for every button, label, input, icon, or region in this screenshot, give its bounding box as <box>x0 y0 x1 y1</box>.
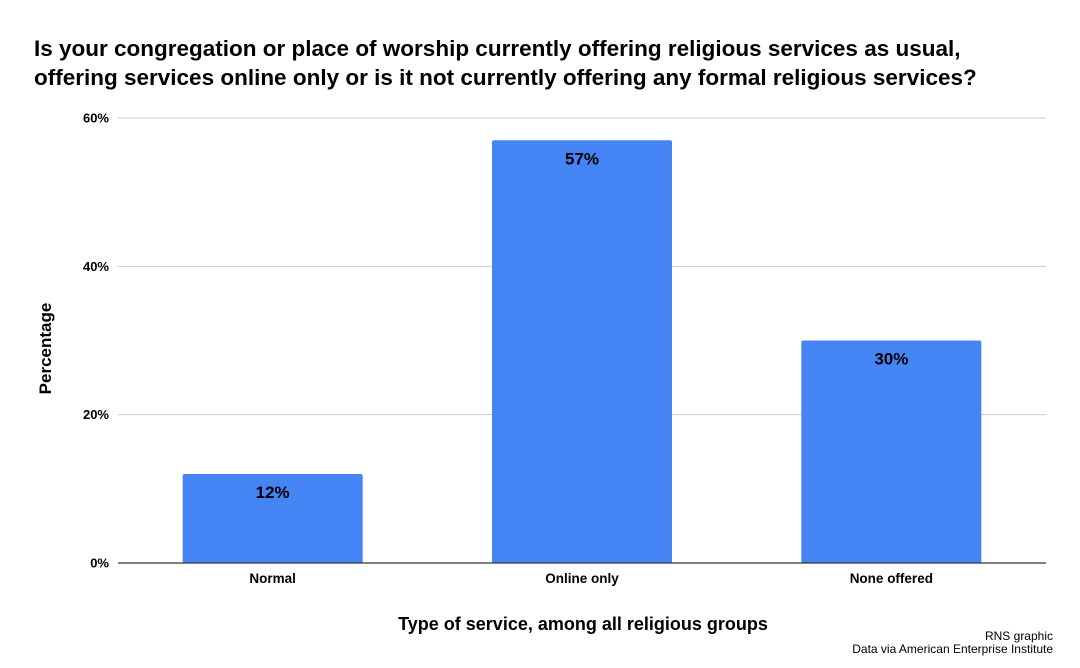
bar-value-label: 30% <box>874 350 908 369</box>
bar-value-label: 57% <box>565 149 599 168</box>
bar-value-label: 12% <box>256 483 290 502</box>
chart-title-line-2: offering services online only or is it n… <box>34 65 977 90</box>
x-tick-label: None offered <box>850 571 933 586</box>
credit-source: Data via American Enterprise Institute <box>852 642 1053 656</box>
y-tick-label: 0% <box>90 556 109 571</box>
y-tick-label: 40% <box>83 259 109 274</box>
credits: RNS graphic Data via American Enterprise… <box>852 630 1053 656</box>
chart-title-line-1: Is your congregation or place of worship… <box>34 36 961 61</box>
data-labels: 12% 57% 30% <box>256 149 909 502</box>
x-axis-title: Type of service, among all religious gro… <box>398 614 768 634</box>
bars <box>182 140 982 563</box>
y-tick-label: 20% <box>83 407 109 422</box>
x-axis-tick-labels: Normal Online only None offered <box>249 571 933 586</box>
bar <box>492 140 672 563</box>
credit-graphic: RNS graphic <box>984 629 1053 643</box>
y-tick-label: 60% <box>83 111 109 126</box>
x-tick-label: Online only <box>545 571 619 586</box>
y-axis-tick-labels: 0% 20% 40% 60% <box>83 111 109 571</box>
y-axis-title: Percentage <box>36 303 55 395</box>
bar <box>801 340 982 563</box>
chart-title: Is your congregation or place of worship… <box>34 34 1054 92</box>
bar <box>182 474 363 563</box>
x-tick-label: Normal <box>249 571 296 586</box>
